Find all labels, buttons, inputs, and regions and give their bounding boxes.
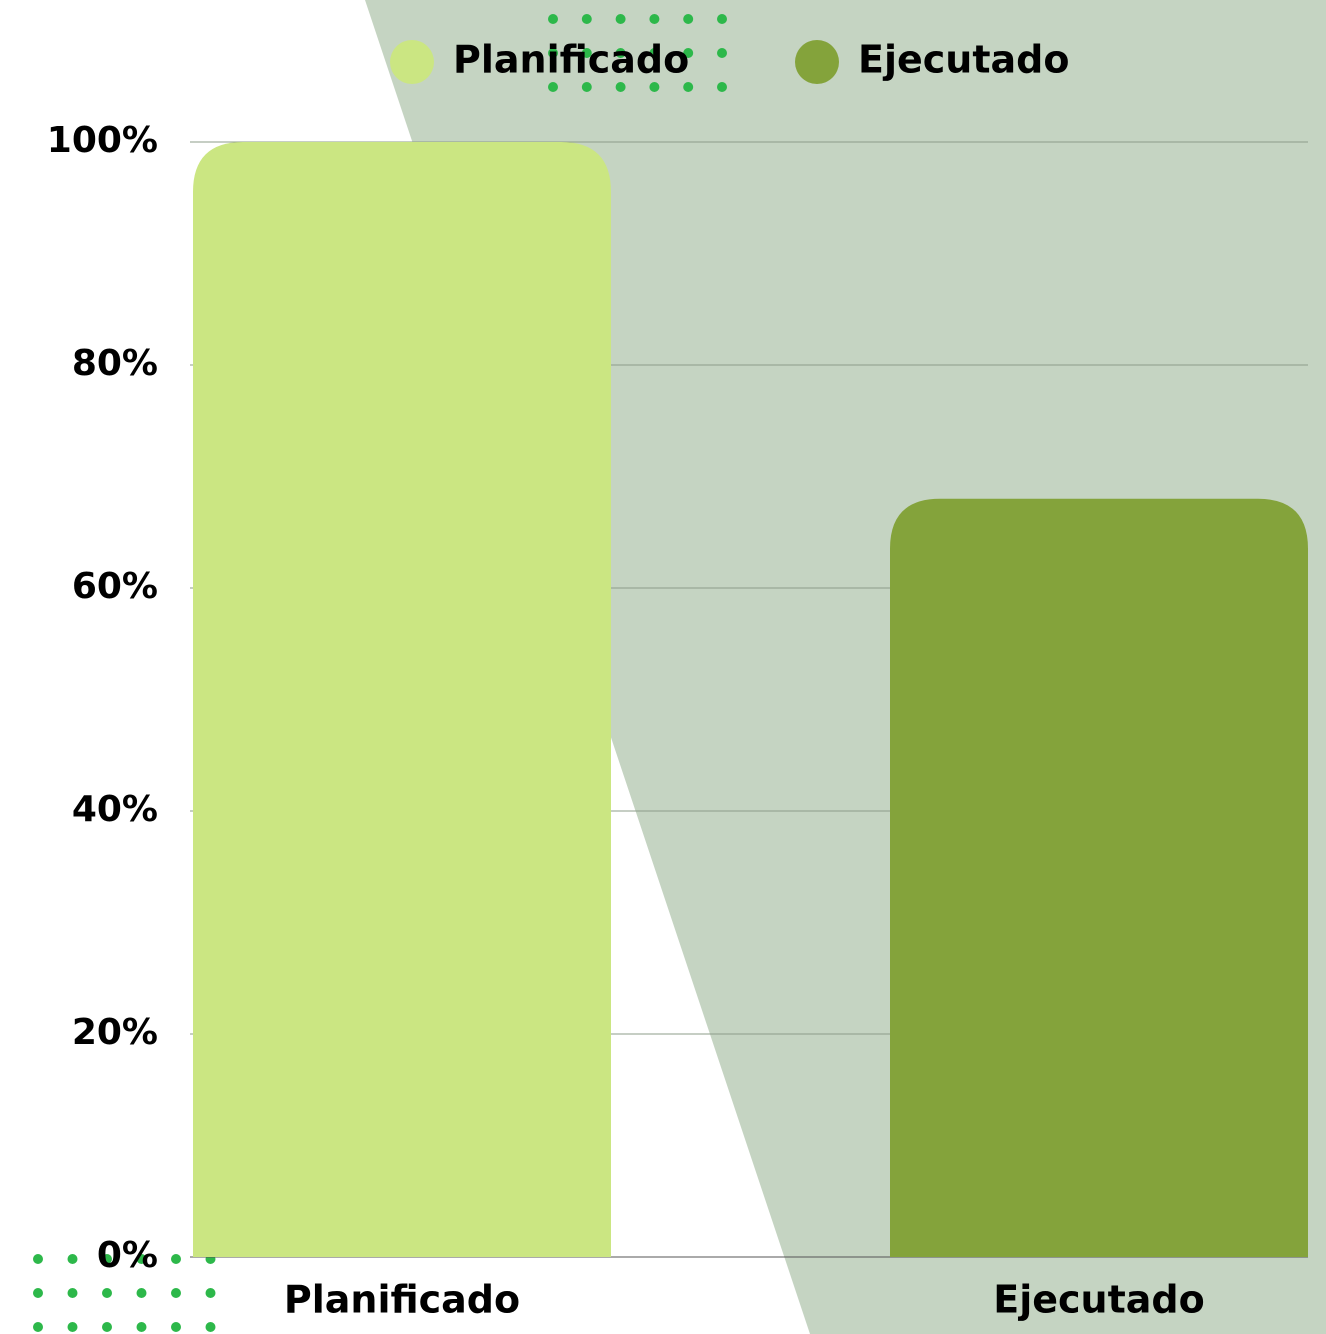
dot [205,1288,216,1298]
x-tick-label: Ejecutado [993,1278,1204,1322]
dot [136,1254,147,1264]
y-tick-label: 40% [72,789,158,830]
dot [717,82,727,92]
legend-label: Ejecutado [858,38,1069,82]
y-tick-label: 100% [47,120,158,161]
dot [548,82,558,92]
dot [683,82,694,92]
dot [615,48,626,58]
decoration [33,14,727,1332]
legend-swatch [390,40,434,84]
dot [102,1288,112,1298]
dot [136,1288,147,1298]
dot [171,1322,181,1332]
y-tick-label: 80% [72,343,158,384]
y-tick-label: 20% [72,1012,158,1053]
dot [33,1254,43,1264]
dot [581,48,592,58]
dot [548,48,558,58]
x-tick-label: Planificado [284,1278,520,1322]
dot [136,1322,147,1332]
dot [615,82,626,92]
y-tick-label: 0% [97,1235,158,1276]
dot [171,1254,181,1264]
dot [649,48,660,58]
dot [67,1254,78,1264]
dot [581,82,592,92]
bar [890,498,1308,1257]
dot [649,82,660,92]
bar [193,142,611,1257]
dot [171,1288,181,1298]
dot [67,1322,78,1332]
dot [102,1322,112,1332]
y-tick-label: 60% [72,566,158,607]
dot [683,14,694,24]
dot [683,48,694,58]
dot [717,14,727,24]
dot [581,14,592,24]
dot [33,1322,43,1332]
dot [102,1254,112,1264]
dot [649,14,660,24]
dot [615,14,626,24]
legend-label: Planificado [453,38,689,82]
dot [33,1288,43,1298]
dot [205,1322,216,1332]
legend-swatch [795,40,839,84]
dot [717,48,727,58]
dot [67,1288,78,1298]
dot [548,14,558,24]
